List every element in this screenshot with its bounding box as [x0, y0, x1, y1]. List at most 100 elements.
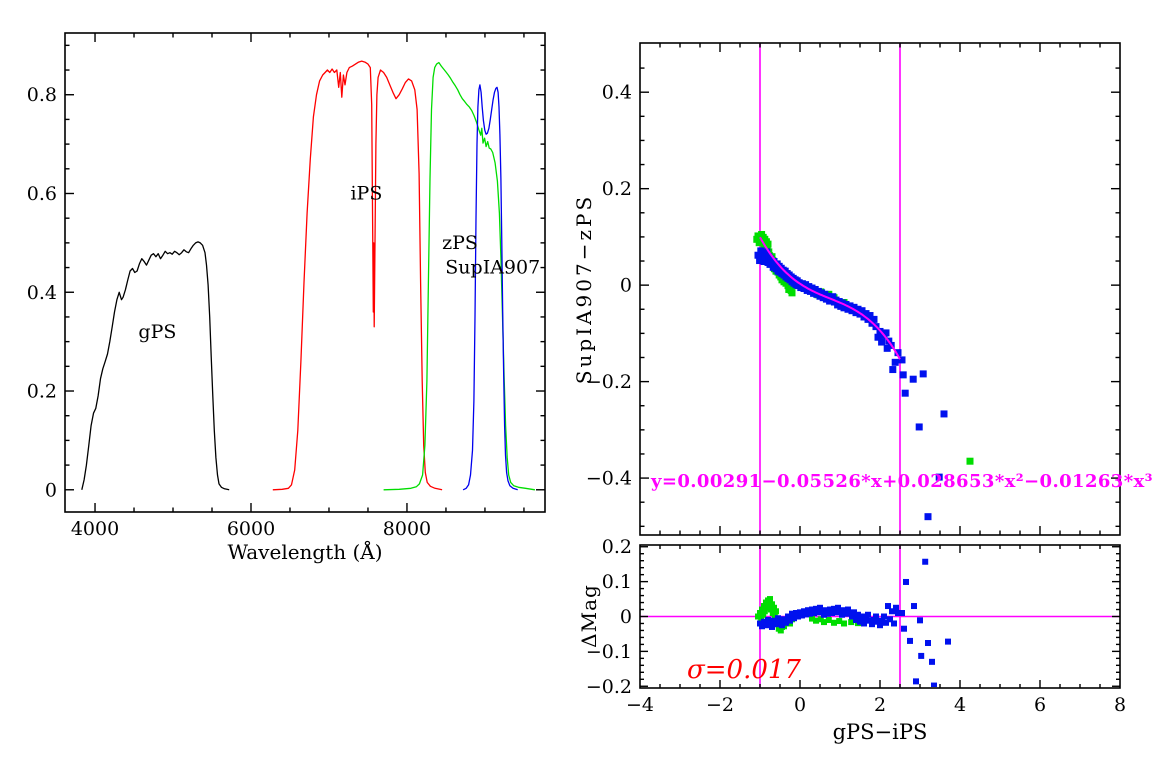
plot-frame	[639, 42, 1121, 536]
y-tick-label: −0.2	[586, 676, 632, 698]
data-point-blue-sample	[891, 358, 899, 366]
data-point-blue-sample	[878, 338, 886, 346]
data-point-green-residuals	[777, 627, 784, 634]
data-point-blue-residuals	[879, 617, 885, 624]
data-point-blue-residuals	[761, 618, 767, 625]
x-tick-label: 2	[874, 694, 886, 716]
data-point-blue-residuals	[875, 618, 881, 625]
data-point-green-residuals	[755, 613, 761, 620]
data-point-blue-sample	[850, 303, 858, 311]
data-point-blue-residuals	[801, 608, 807, 615]
data-point-blue-sample	[754, 251, 762, 259]
data-point-blue-sample	[846, 302, 854, 310]
data-point-green-residuals	[758, 615, 765, 622]
data-point-blue-residuals	[821, 611, 827, 618]
data-point-blue-residuals	[855, 611, 861, 618]
data-point-blue-residuals	[849, 613, 855, 620]
curve-label-gPS: gPS	[138, 321, 176, 343]
data-point-blue-residuals	[771, 617, 777, 624]
data-point-blue-residuals	[819, 608, 825, 615]
data-point-blue-sample	[935, 473, 943, 481]
data-point-blue-residuals	[903, 578, 909, 585]
data-point-blue-sample	[924, 513, 932, 521]
data-point-blue-residuals	[831, 605, 837, 612]
data-point-green-residuals	[771, 604, 777, 611]
data-point-green-residuals	[767, 596, 773, 603]
data-point-blue-residuals	[907, 637, 913, 644]
data-point-blue-residuals	[859, 613, 865, 620]
data-point-green-residuals	[769, 601, 775, 608]
data-point-blue-residuals	[853, 616, 859, 623]
data-point-green-residuals	[767, 606, 774, 613]
plot-frame	[64, 32, 546, 513]
y-tick-label: 0.4	[602, 82, 632, 104]
fit-curve	[759, 236, 901, 360]
data-point-blue-residuals	[881, 613, 887, 620]
x-tick-label: 4000	[71, 518, 119, 540]
data-point-blue-sample	[899, 371, 907, 379]
data-point-blue-residuals	[809, 606, 815, 613]
data-point-blue-residuals	[889, 608, 895, 615]
data-point-blue-residuals	[851, 609, 857, 616]
data-point-blue-residuals	[893, 604, 899, 611]
data-point-blue-residuals	[911, 603, 917, 610]
x-tick-label: 6000	[227, 518, 275, 540]
data-point-green-residuals	[841, 620, 847, 627]
filter-curve-gPS	[81, 241, 230, 491]
data-point-blue-residuals	[865, 611, 871, 618]
data-point-blue-residuals	[769, 623, 775, 630]
y-tick-label: 0.6	[27, 183, 57, 205]
data-point-blue-residuals	[837, 608, 843, 615]
data-point-blue-residuals	[829, 610, 835, 617]
data-point-blue-residuals	[765, 616, 771, 623]
data-point-blue-residuals	[787, 617, 793, 624]
data-point-green-residuals	[765, 603, 772, 610]
data-point-blue-residuals	[917, 617, 923, 624]
data-point-blue-sample	[883, 344, 891, 352]
data-point-blue-residuals	[847, 610, 853, 617]
data-point-green-residuals	[813, 617, 819, 624]
data-point-blue-residuals	[861, 620, 867, 627]
data-point-blue-sample	[901, 389, 909, 397]
data-point-blue-sample	[874, 333, 882, 341]
data-point-blue-residuals	[913, 678, 919, 685]
data-point-blue-sample	[889, 366, 897, 374]
data-point-blue-sample	[940, 410, 948, 418]
y-tick-label: 0.4	[27, 282, 57, 304]
residuals-yaxis-title: ΔMag	[577, 584, 601, 648]
data-point-blue-residuals	[839, 611, 845, 618]
data-point-blue-residuals	[759, 623, 765, 630]
data-point-green-sample	[788, 289, 796, 297]
data-point-blue-residuals	[795, 613, 801, 620]
y-tick-label: 0.2	[602, 178, 632, 200]
y-tick-label: 0	[45, 479, 57, 501]
panel-color-color: −0.4 −0.2 0 0.2 0.4	[586, 42, 1121, 536]
data-point-blue-sample	[909, 375, 917, 383]
data-point-blue-residuals	[813, 605, 819, 612]
data-point-green-residuals	[769, 610, 776, 617]
data-point-blue-residuals	[805, 607, 811, 614]
filters-xaxis-title: Wavelength (Å)	[227, 540, 383, 564]
data-point-blue-residuals	[763, 622, 769, 629]
data-point-blue-residuals	[869, 621, 875, 628]
data-point-blue-sample	[862, 310, 870, 318]
panel-filter-transmission: gPS iPS zPS SupIA907 4000 6000 8000 0 0.2 0.4 0.6 0…	[27, 32, 546, 540]
data-point-green-residuals	[760, 611, 767, 618]
data-point-blue-sample	[866, 312, 874, 320]
data-point-blue-sample	[854, 305, 862, 313]
data-point-blue-residuals	[807, 610, 813, 617]
x-tick-label: −2	[706, 694, 734, 716]
data-point-green-sample	[764, 240, 772, 248]
data-point-green-residuals	[761, 608, 768, 615]
data-point-blue-residuals	[827, 606, 833, 613]
data-point-blue-residuals	[825, 610, 831, 617]
x-tick-label: 0	[794, 694, 806, 716]
data-point-blue-residuals	[773, 621, 779, 628]
axis-ticks	[640, 43, 1120, 535]
data-point-blue-residuals	[797, 609, 803, 616]
curve-label-zPS: zPS	[442, 232, 478, 254]
filter-curve-iPS	[272, 60, 443, 491]
data-point-blue-residuals	[845, 606, 851, 613]
